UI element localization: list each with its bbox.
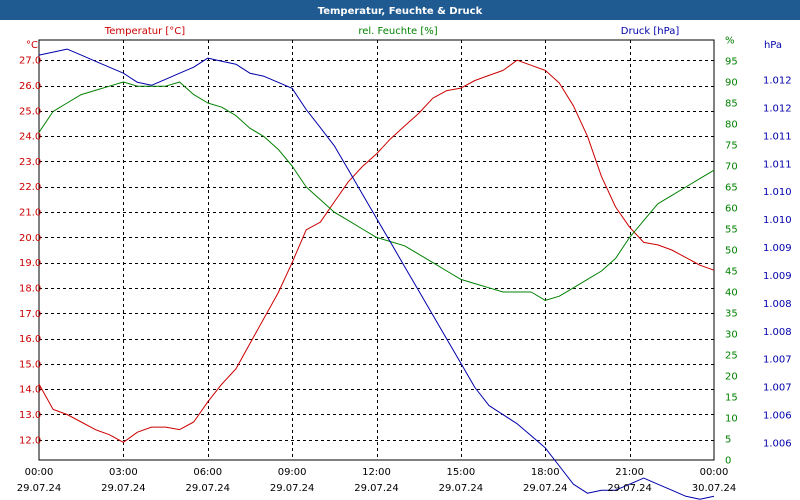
pressure-tick: 1.011 bbox=[763, 159, 792, 170]
x-tick-time: 06:00 bbox=[193, 467, 222, 478]
humidity-axis-label: rel. Feuchte [%] bbox=[358, 26, 437, 37]
pressure-tick: 1.008 bbox=[763, 299, 792, 310]
pressure-tick: 1.010 bbox=[763, 215, 792, 226]
pressure-tick: 1.012 bbox=[763, 76, 792, 87]
temperature-tick: 16.0 bbox=[19, 334, 41, 345]
x-tick-time: 21:00 bbox=[615, 467, 644, 478]
x-tick-time: 00:00 bbox=[700, 467, 729, 478]
temperature-tick: 13.0 bbox=[19, 410, 41, 421]
humidity-tick: 75 bbox=[725, 141, 738, 152]
humidity-tick: 10 bbox=[725, 414, 738, 425]
x-tick-time: 03:00 bbox=[109, 467, 138, 478]
humidity-series-line bbox=[38, 81, 715, 301]
humidity-tick: 15 bbox=[725, 393, 738, 404]
x-tick-date: 29.07.24 bbox=[354, 483, 399, 494]
humidity-tick: 55 bbox=[725, 225, 738, 236]
pressure-axis-label: Druck [hPa] bbox=[621, 26, 680, 37]
grid bbox=[38, 39, 715, 461]
x-tick-date: 29.07.24 bbox=[523, 483, 568, 494]
chart-title: Temperatur, Feuchte & Druck bbox=[318, 6, 483, 17]
humidity-tick: 45 bbox=[725, 267, 738, 278]
plot-border bbox=[38, 39, 715, 461]
temperature-tick: 21.0 bbox=[19, 208, 41, 219]
x-tick-date: 29.07.24 bbox=[607, 483, 652, 494]
temperature-tick: 18.0 bbox=[19, 283, 41, 294]
pressure-tick: 1.010 bbox=[763, 187, 792, 198]
tick-labels: 00:00 29.07.24 03:00 29.07.24 06:00 29.07.24 0… bbox=[17, 36, 792, 495]
humidity-tick: 40 bbox=[725, 288, 738, 299]
x-tick-date: 29.07.24 bbox=[185, 483, 230, 494]
pressure-tick: 1.011 bbox=[763, 131, 792, 142]
humidity-tick: 5 bbox=[725, 435, 731, 446]
x-tick-date: 29.07.24 bbox=[17, 483, 62, 494]
pressure-tick: 1.007 bbox=[763, 383, 792, 394]
x-tick-time: 00:00 bbox=[25, 467, 54, 478]
x-tick-date: 29.07.24 bbox=[270, 483, 315, 494]
pressure-tick: 1.006 bbox=[763, 411, 792, 422]
pressure-tick: 1.007 bbox=[763, 355, 792, 366]
humidity-tick: 30 bbox=[725, 330, 738, 341]
pressure-tick: 1.006 bbox=[763, 439, 792, 450]
pressure-unit: hPa bbox=[764, 40, 782, 51]
x-tick-date: 29.07.24 bbox=[439, 483, 484, 494]
title-bar bbox=[0, 0, 800, 20]
x-tick-time: 12:00 bbox=[362, 467, 391, 478]
temperature-tick: 15.0 bbox=[19, 359, 41, 370]
humidity-tick: 60 bbox=[725, 204, 738, 215]
pressure-tick: 1.008 bbox=[763, 327, 792, 338]
humidity-tick: 35 bbox=[725, 309, 738, 320]
x-tick-time: 15:00 bbox=[446, 467, 475, 478]
humidity-tick: 0 bbox=[725, 456, 731, 467]
x-tick-date: 29.07.24 bbox=[101, 483, 146, 494]
series-layer bbox=[38, 48, 715, 500]
temperature-tick: 23.0 bbox=[19, 157, 41, 168]
humidity-tick: % bbox=[725, 36, 735, 47]
temperature-unit: °C bbox=[26, 40, 38, 51]
humidity-tick: 85 bbox=[725, 99, 738, 110]
temperature-tick: 19.0 bbox=[19, 258, 41, 269]
temperature-tick: 14.0 bbox=[19, 385, 41, 396]
temperature-tick: 24.0 bbox=[19, 132, 41, 143]
temperature-tick: 17.0 bbox=[19, 309, 41, 320]
humidity-tick: 80 bbox=[725, 120, 738, 131]
temperature-tick: 27.0 bbox=[19, 56, 41, 67]
temperature-tick: 25.0 bbox=[19, 106, 41, 117]
temperature-axis-label: Temperatur [°C] bbox=[104, 26, 185, 37]
temperature-series-line bbox=[38, 59, 715, 443]
pressure-series-line bbox=[38, 48, 715, 500]
temperature-tick: 26.0 bbox=[19, 81, 41, 92]
pressure-tick: 1.012 bbox=[763, 103, 792, 114]
x-tick-time: 18:00 bbox=[531, 467, 560, 478]
humidity-tick: 20 bbox=[725, 372, 738, 383]
humidity-tick: 95 bbox=[725, 57, 738, 68]
temperature-tick: 12.0 bbox=[19, 435, 41, 446]
humidity-tick: 50 bbox=[725, 246, 738, 257]
pressure-tick: 1.009 bbox=[763, 243, 792, 254]
humidity-tick: 70 bbox=[725, 162, 738, 173]
temperature-tick: 20.0 bbox=[19, 233, 41, 244]
x-tick-time: 09:00 bbox=[278, 467, 307, 478]
pressure-tick: 1.009 bbox=[763, 271, 792, 282]
x-tick-date: 30.07.24 bbox=[692, 483, 737, 494]
humidity-tick: 90 bbox=[725, 78, 738, 89]
temperature-tick: 22.0 bbox=[19, 182, 41, 193]
humidity-tick: 25 bbox=[725, 351, 738, 362]
humidity-tick: 65 bbox=[725, 183, 738, 194]
